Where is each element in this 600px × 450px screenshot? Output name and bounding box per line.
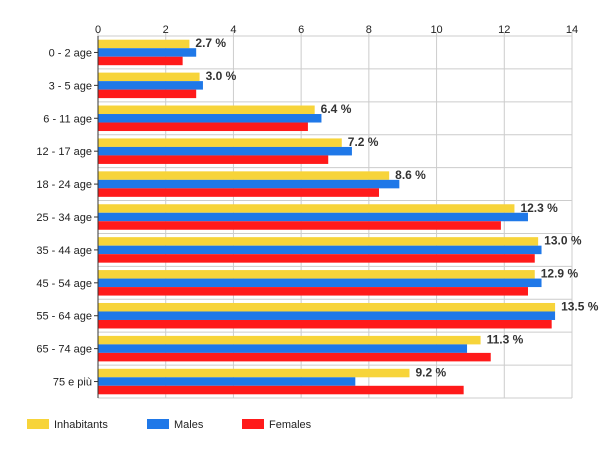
category-label: 6 - 11 age [43, 113, 92, 125]
category-label: 25 - 34 age [36, 212, 92, 224]
bar-males [98, 114, 322, 123]
data-label: 3.0 % [206, 69, 237, 83]
bar-females [98, 122, 308, 132]
bar-inhabitants [98, 138, 342, 147]
legend-label-males: Males [174, 419, 204, 431]
grid [97, 32, 573, 399]
bar-females [98, 319, 552, 329]
data-label: 11.3 % [487, 332, 524, 346]
x-tick-label: 8 [366, 24, 372, 36]
bar-males [98, 146, 352, 156]
category-label: 3 - 5 age [49, 80, 92, 92]
bar-females [98, 155, 329, 164]
bar-females [98, 56, 183, 66]
data-label: 13.5 % [561, 299, 599, 313]
x-tick-label: 14 [566, 24, 578, 36]
bar-males [98, 245, 542, 255]
bar-males [98, 377, 356, 386]
x-axis-ticks: 0 2 4 6 8 10 12 14 [95, 24, 578, 36]
bar-inhabitants [98, 72, 200, 82]
category-label: 12 - 17 age [36, 146, 92, 158]
legend-swatch-males [147, 419, 169, 429]
bar-inhabitants [98, 171, 390, 180]
bar-males [98, 344, 468, 353]
legend-label-females: Females [269, 419, 312, 431]
legend-swatch-females [242, 419, 264, 429]
category-label: 45 - 54 age [36, 278, 92, 290]
x-tick-label: 6 [298, 24, 304, 36]
data-label: 6.4 % [321, 102, 352, 116]
data-label: 8.6 % [395, 168, 426, 182]
bars [98, 39, 556, 395]
bar-females [98, 89, 197, 99]
bar-females [98, 188, 380, 197]
category-label: 0 - 2 age [49, 47, 92, 59]
bar-males [98, 81, 203, 90]
x-tick-label: 10 [430, 24, 442, 36]
bar-inhabitants [98, 302, 556, 312]
bar-males [98, 212, 528, 222]
legend-swatch-inhabitants [27, 419, 49, 429]
bar-females [98, 287, 528, 296]
bar-males [98, 278, 542, 288]
bar-inhabitants [98, 335, 481, 345]
bar-males [98, 179, 400, 189]
category-labels: 0 - 2 age 3 - 5 age 6 - 11 age 12 - 17 age 1… [36, 47, 98, 389]
category-label: 18 - 24 age [36, 179, 92, 191]
data-label: 13.0 % [544, 234, 582, 248]
x-tick-label: 12 [498, 24, 510, 36]
data-label: 12.3 % [520, 201, 558, 215]
x-tick-label: 0 [95, 24, 101, 36]
x-tick-label: 2 [163, 24, 169, 36]
legend-label-inhabitants: Inhabitants [54, 419, 108, 431]
data-label: 12.9 % [541, 267, 579, 281]
bar-inhabitants [98, 368, 410, 378]
legend: Inhabitants Males Females [27, 419, 312, 431]
bar-inhabitants [98, 270, 535, 279]
data-label: 9.2 % [415, 365, 446, 379]
data-labels: 2.7 % 3.0 % 6.4 % 7.2 % 8.6 % 12.3 % 13.0 % 12.… [195, 36, 598, 379]
data-label: 2.7 % [195, 36, 226, 50]
bar-females [98, 352, 491, 362]
bar-inhabitants [98, 105, 315, 115]
bar-females [98, 221, 501, 230]
category-label: 55 - 64 age [36, 311, 92, 323]
bar-females [98, 385, 464, 395]
bar-males [98, 48, 197, 57]
x-tick-label: 4 [230, 24, 236, 36]
category-label: 75 e più [53, 377, 92, 389]
bar-males [98, 311, 556, 320]
bar-inhabitants [98, 204, 515, 213]
category-label: 35 - 44 age [36, 245, 92, 257]
bar-inhabitants [98, 237, 539, 246]
category-label: 65 - 74 age [36, 344, 92, 356]
data-label: 7.2 % [348, 135, 379, 149]
bar-females [98, 254, 535, 263]
bar-inhabitants [98, 39, 190, 49]
